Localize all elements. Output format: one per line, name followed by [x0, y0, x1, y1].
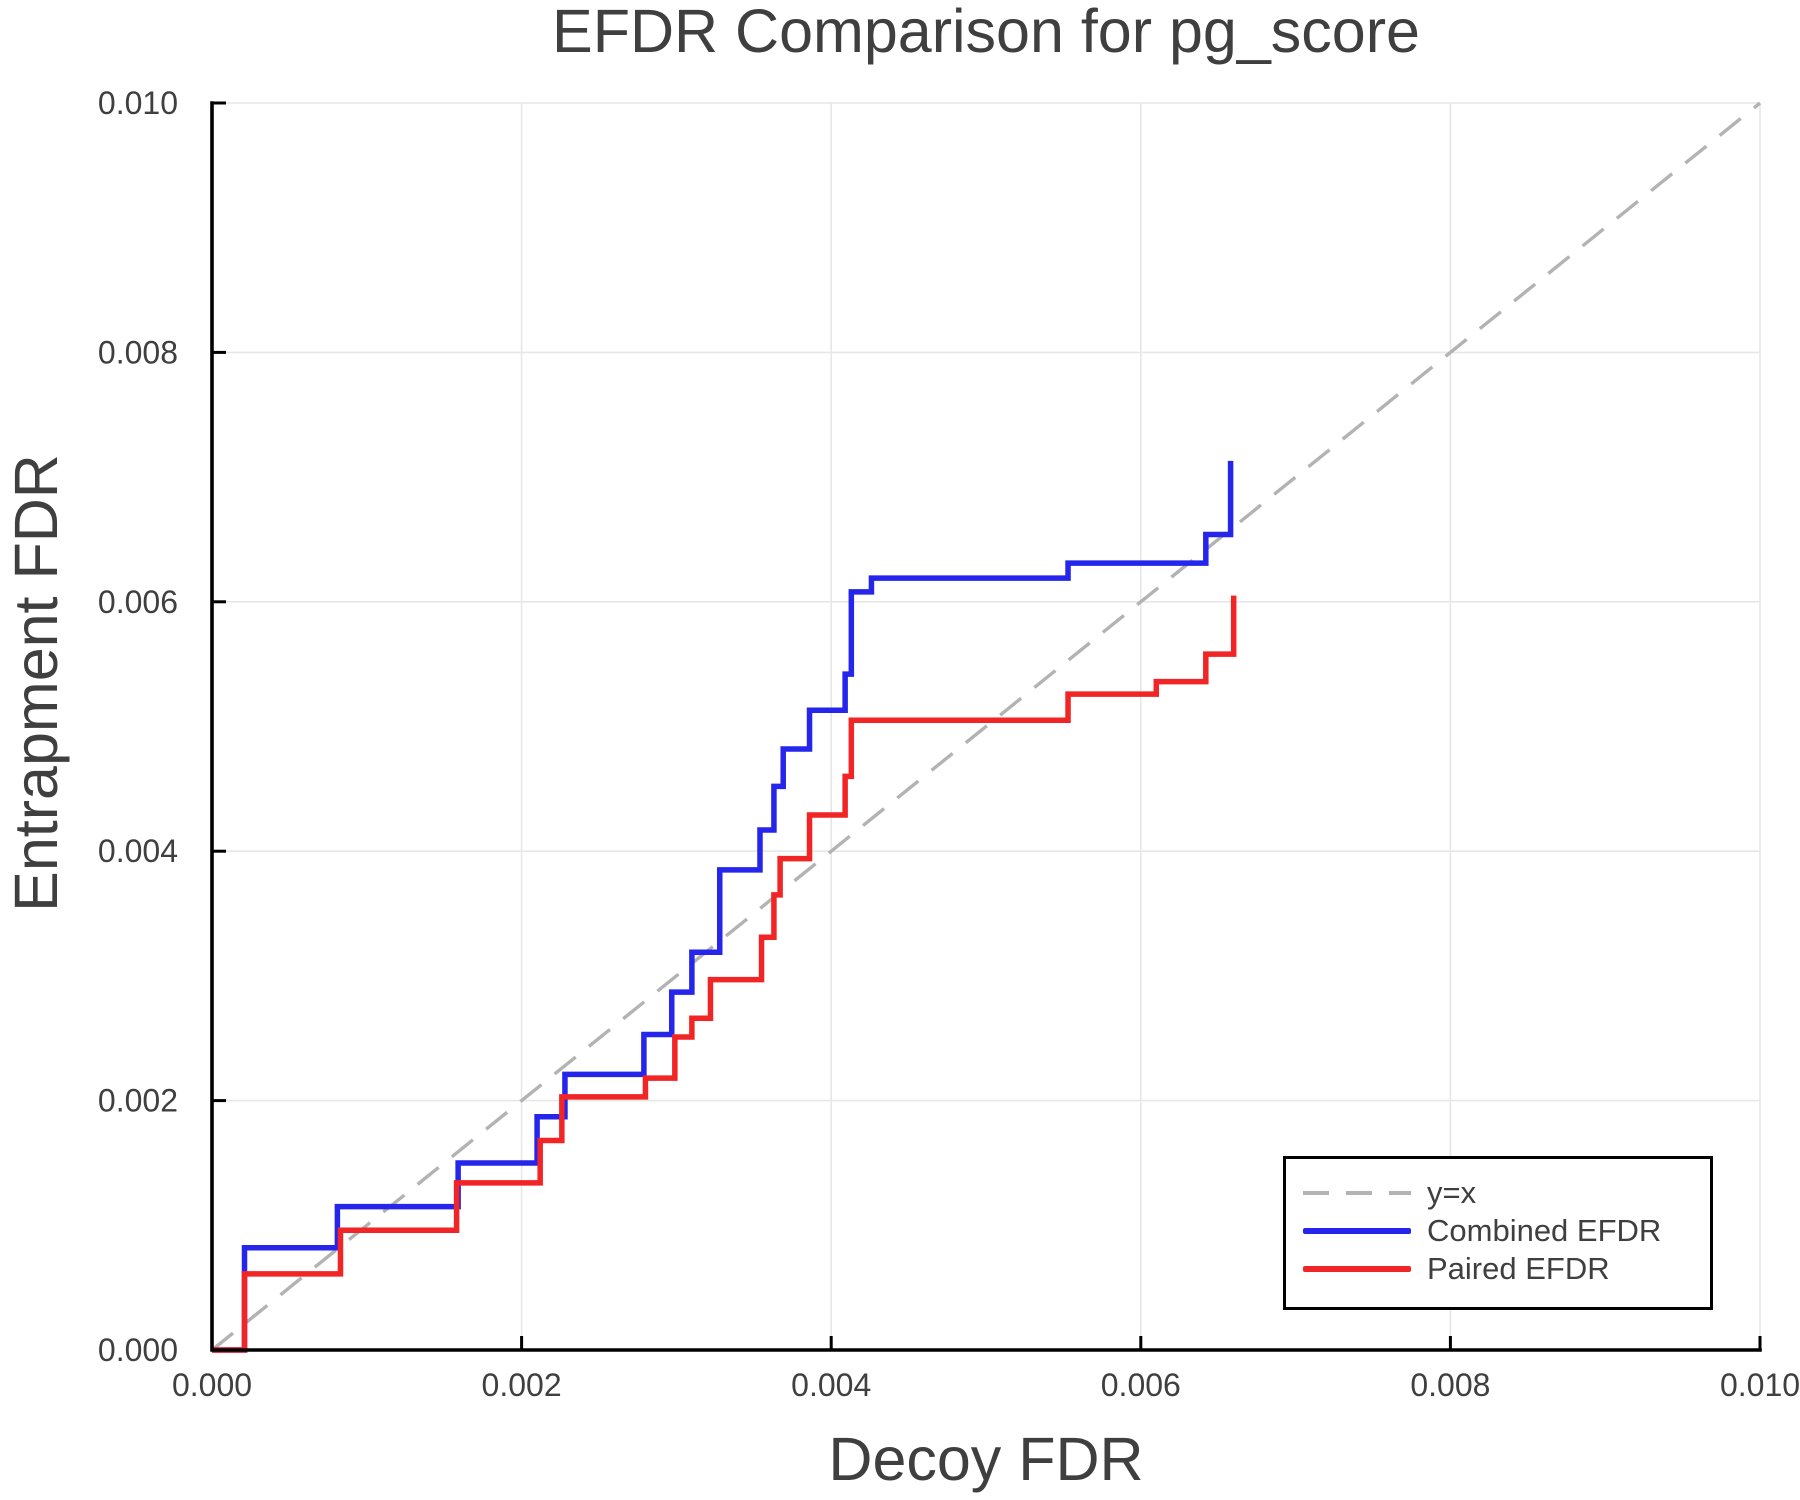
legend-entry-combined: Combined EFDR	[1303, 1212, 1710, 1250]
y-tick-label: 0.002	[98, 1083, 178, 1119]
legend-dashed-line-sample	[1303, 1191, 1411, 1195]
plot-series	[210, 101, 1762, 1353]
legend-label: Paired EFDR	[1427, 1251, 1610, 1286]
series-step-paired-efdr	[212, 595, 1237, 1353]
legend-label: Combined EFDR	[1427, 1213, 1662, 1248]
legend-combined-line-sample	[1303, 1228, 1411, 1234]
y-tick-label: 0.010	[98, 85, 178, 121]
x-tick-label: 0.000	[172, 1367, 252, 1403]
legend-label: y=x	[1427, 1175, 1477, 1210]
y-tick-label: 0.008	[98, 334, 178, 370]
y-tick-label: 0.006	[98, 584, 178, 620]
tick-labels: 0.000 0.002 0.004 0.006 0.008 0.010 0.000 0.002…	[98, 85, 1800, 1403]
series-line-y-x	[210, 101, 1762, 1352]
axes-and-ticks	[210, 101, 1762, 1352]
x-tick-label: 0.008	[1410, 1367, 1490, 1403]
x-tick-label: 0.010	[1720, 1367, 1800, 1403]
y-tick-label: 0.004	[98, 833, 178, 869]
chart-title: EFDR Comparison for pg_score	[552, 0, 1420, 65]
y-tick-label: 0.000	[98, 1332, 178, 1368]
y-axis-label: Entrapment FDR	[2, 454, 70, 912]
x-tick-label: 0.006	[1101, 1367, 1181, 1403]
x-tick-label: 0.002	[482, 1367, 562, 1403]
series-step-combined-efdr	[212, 460, 1234, 1353]
legend: y=x Combined EFDR Paired EFDR	[1283, 1156, 1713, 1310]
x-tick-label: 0.004	[791, 1367, 871, 1403]
legend-entry-paired: Paired EFDR	[1303, 1250, 1710, 1288]
legend-entry-yx: y=x	[1303, 1174, 1710, 1212]
legend-paired-line-sample	[1303, 1266, 1411, 1272]
x-axis-label: Decoy FDR	[828, 1425, 1144, 1493]
